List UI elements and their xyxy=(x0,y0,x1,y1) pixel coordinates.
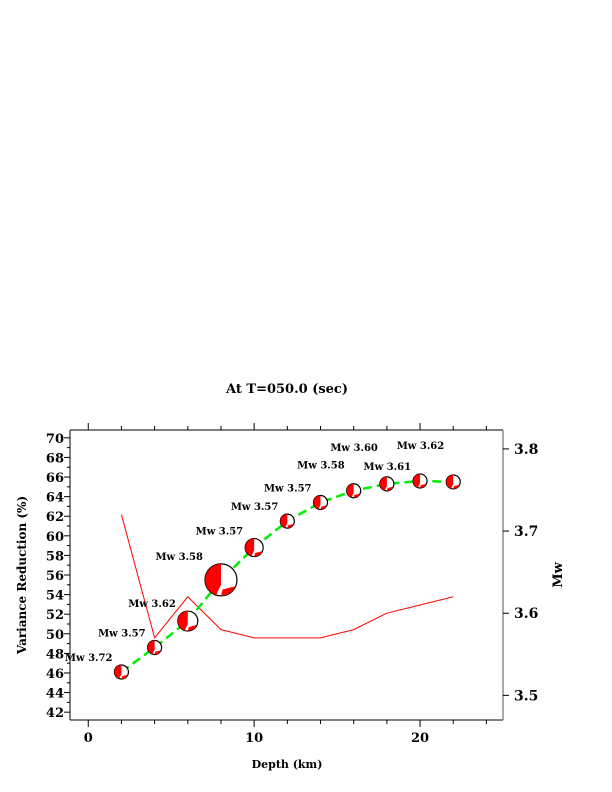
beachball-fill xyxy=(114,664,122,679)
mw-annotation: Mw 3.62 xyxy=(128,599,176,610)
beachball-fill xyxy=(379,476,387,491)
y-tick-label: 50 xyxy=(46,628,64,643)
x-tick-label: 0 xyxy=(84,731,93,746)
beachball-fill xyxy=(245,538,255,557)
mw-annotation: Mw 3.58 xyxy=(297,461,345,472)
beachball-fill xyxy=(280,514,288,528)
beachball-fill xyxy=(287,523,294,529)
y2-tick-label: 3.8 xyxy=(514,442,538,458)
beachball-fill xyxy=(353,493,360,498)
mw-line xyxy=(120,514,454,639)
y-tick-label: 64 xyxy=(46,491,64,506)
beachball-fill xyxy=(177,611,188,631)
y-tick-label: 62 xyxy=(46,510,64,525)
x-tick-label: 10 xyxy=(245,731,263,746)
y2-axis-label: Mw xyxy=(551,561,566,587)
mw-annotation: Mw 3.61 xyxy=(364,462,412,473)
y-tick-label: 54 xyxy=(46,589,64,604)
beachball-fill xyxy=(313,495,321,510)
beachball-fill xyxy=(446,474,454,489)
variance-reduction-line xyxy=(120,479,454,673)
beachball-fill xyxy=(154,650,161,655)
mw-annotation: Mw 3.60 xyxy=(330,443,378,454)
y-tick-label: 66 xyxy=(46,471,64,486)
x-axis-label: Depth (km) xyxy=(252,758,323,771)
chart-title: At T=050.0 (sec) xyxy=(225,382,348,397)
y-tick-label: 44 xyxy=(46,687,64,702)
y-tick-label: 48 xyxy=(46,647,64,662)
beachball-fill xyxy=(386,486,394,491)
beachball-fill xyxy=(320,505,327,510)
mw-annotation: Mw 3.57 xyxy=(231,502,279,513)
mw-annotation: Mw 3.57 xyxy=(98,629,146,640)
mw-annotation: Mw 3.57 xyxy=(264,484,312,495)
y-tick-label: 56 xyxy=(46,569,64,584)
y-tick-label: 42 xyxy=(46,706,64,721)
y2-tick-label: 3.7 xyxy=(514,524,538,540)
y-tick-label: 70 xyxy=(46,432,64,447)
beachball-fill xyxy=(453,484,460,489)
y-tick-label: 46 xyxy=(46,667,64,682)
y-tick-label: 60 xyxy=(46,530,64,545)
mw-annotation: Mw 3.72 xyxy=(65,653,113,664)
mw-annotation: Mw 3.57 xyxy=(196,527,244,538)
beachball-fill xyxy=(187,625,197,632)
mw-annotation: Mw 3.58 xyxy=(155,552,203,563)
beachball-fill xyxy=(220,586,236,596)
beachball-fill xyxy=(147,640,155,655)
x-tick-label: 20 xyxy=(411,731,429,746)
mw-annotation: Mw 3.62 xyxy=(397,441,445,452)
y2-tick-label: 3.6 xyxy=(514,606,538,622)
beachball-fill xyxy=(346,483,354,498)
y-axis-label: Variance Reduction (%) xyxy=(15,496,29,655)
beachball-fill xyxy=(413,473,421,488)
y-tick-label: 68 xyxy=(46,451,64,466)
y2-tick-label: 3.5 xyxy=(514,688,538,704)
y-tick-label: 52 xyxy=(46,608,64,623)
beachball-fill xyxy=(205,563,221,596)
y-tick-label: 58 xyxy=(46,549,64,564)
beachball-fill xyxy=(420,483,427,488)
beachball-fill xyxy=(254,551,263,557)
beachball-fill xyxy=(121,674,128,679)
